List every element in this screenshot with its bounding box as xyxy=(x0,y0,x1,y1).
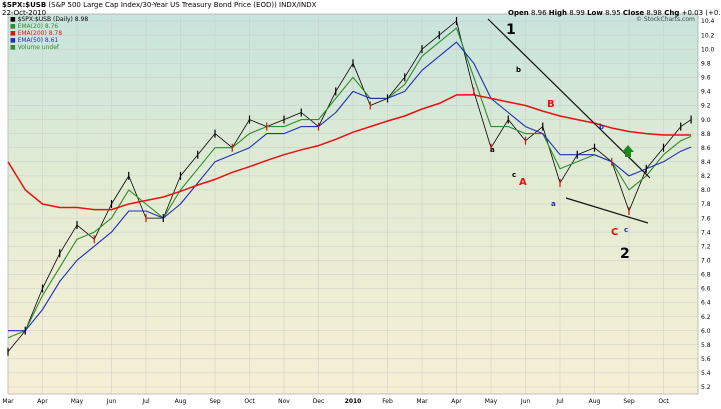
x-tick-label-5: Aug xyxy=(175,398,187,405)
x-tick-label-13: Apr xyxy=(451,398,462,405)
x-tick-label-2: May xyxy=(71,398,84,405)
ohlc-low-label: Low xyxy=(587,9,603,17)
x-tick-label-10: 2010 xyxy=(345,398,362,405)
y-tick-label-1: 5.4 xyxy=(701,370,711,377)
ohlc-close-value: 8.98 xyxy=(646,9,662,17)
y-tick-label-18: 8.8 xyxy=(701,131,711,138)
x-tick-label-8: Nov xyxy=(278,398,290,405)
y-tick-label-5: 6.2 xyxy=(701,314,711,321)
legend-text-volume: Volume undef xyxy=(17,44,60,51)
y-tick-label-14: 8.0 xyxy=(701,187,711,194)
watermark: © StockCharts.com xyxy=(636,16,695,23)
legend-item-ema200: ■ EMA(200) 8.78 xyxy=(10,30,63,37)
sub-label-b2: b xyxy=(599,123,604,131)
ohlc-chg-label: Chg xyxy=(664,9,680,17)
y-tick-label-17: 8.6 xyxy=(701,145,711,152)
wave-label-B: B xyxy=(547,99,555,110)
sub-label-a1: a xyxy=(490,146,495,154)
y-tick-label-23: 9.8 xyxy=(701,60,711,67)
y-tick-label-3: 5.8 xyxy=(701,342,711,349)
y-tick-label-8: 6.8 xyxy=(701,272,711,279)
up-arrow-icon xyxy=(622,145,634,157)
y-tick-label-26: 10.4 xyxy=(701,18,715,25)
grid xyxy=(7,14,698,394)
legend-item-volume: ■ Volume undef xyxy=(10,44,60,51)
y-tick-label-20: 9.2 xyxy=(701,103,711,110)
sub-label-a2: a xyxy=(551,200,556,208)
wave-label-A: A xyxy=(519,177,527,188)
x-tick-label-6: Sep xyxy=(209,398,221,405)
y-tick-label-16: 8.4 xyxy=(701,159,711,166)
sub-label-b1: b xyxy=(516,66,521,74)
legend-text-ema20: EMA(20) 8.76 xyxy=(17,23,59,30)
x-tick-label-16: Jul xyxy=(555,398,564,405)
x-tick-label-7: Oct xyxy=(244,398,255,405)
symbol: $SPX:$USB xyxy=(2,1,47,9)
x-tick-label-18: Sep xyxy=(623,398,635,405)
y-tick-label-7: 6.6 xyxy=(701,286,711,293)
y-tick-label-25: 10.2 xyxy=(701,32,715,39)
y-tick-label-24: 10.0 xyxy=(701,46,715,53)
wave-label-1: 1 xyxy=(506,22,516,38)
y-tick-label-11: 7.4 xyxy=(701,229,711,236)
sub-label-c1: c xyxy=(512,171,516,179)
y-tick-label-19: 9.0 xyxy=(701,117,711,124)
series-line-1 xyxy=(7,27,692,339)
y-tick-label-13: 7.8 xyxy=(701,201,711,208)
sub-label-c2: c xyxy=(624,226,628,234)
x-tick-label-15: Jun xyxy=(520,398,531,405)
chart-title: $SPX:$USB (S&P 500 Large Cap Index/30-Ye… xyxy=(2,1,316,9)
x-tick-label-4: Jul xyxy=(141,398,150,405)
legend-text-price: $SPX:$USB (Daily) 8.98 xyxy=(17,16,89,23)
series-group xyxy=(7,17,692,356)
x-tick-label-11: Feb xyxy=(382,398,393,405)
ohlc-high-label: High xyxy=(548,9,568,17)
x-tick-label-9: Dec xyxy=(313,398,325,405)
x-tick-label-17: Aug xyxy=(589,398,601,405)
y-tick-label-22: 9.6 xyxy=(701,75,711,82)
ohlc-high-value: 8.99 xyxy=(569,9,585,17)
legend-item-price: ■ $SPX:$USB (Daily) 8.98 xyxy=(10,16,89,23)
wave-label-C: C xyxy=(611,227,618,238)
symbol-description: (S&P 500 Large Cap Index/30-Year US Trea… xyxy=(48,1,277,9)
ohlc-readout: Open 8.96 High 8.99 Low 8.95 Close 8.98 … xyxy=(508,9,721,17)
annotation-group: 1 2 A B C a b c a b c xyxy=(487,18,651,262)
ohlc-low-value: 8.95 xyxy=(605,9,621,17)
exchange: INDX/INDX xyxy=(279,1,317,9)
y-tick-label-9: 7.0 xyxy=(701,257,711,264)
trendline-support xyxy=(565,197,649,224)
chart-date: 22-Oct-2010 xyxy=(2,9,47,17)
x-tick-label-19: Oct xyxy=(658,398,669,405)
x-axis: Mar Apr May Jun Jul Aug Sep Oct Nov Dec 2010 Feb Mar… xyxy=(2,398,669,405)
ohlc-open-value: 8.96 xyxy=(530,9,547,17)
y-tick-label-10: 7.2 xyxy=(701,243,711,250)
y-tick-label-21: 9.4 xyxy=(701,89,711,96)
wave-label-2: 2 xyxy=(620,246,630,262)
ohlc-close-label: Close xyxy=(622,9,645,17)
y-tick-label-6: 6.4 xyxy=(701,300,711,307)
y-tick-label-15: 8.2 xyxy=(701,173,711,180)
series-line-2 xyxy=(8,41,692,332)
series-line-3 xyxy=(7,94,692,211)
x-tick-label-0: Mar xyxy=(2,398,14,405)
x-tick-label-3: Jun xyxy=(106,398,117,405)
y-tick-label-0: 5.2 xyxy=(701,384,711,391)
legend-text-ema50: EMA(50) 8.61 xyxy=(17,37,59,44)
legend-item-ema50: ■ EMA(50) 8.61 xyxy=(10,37,59,44)
legend-item-ema20: ■ EMA(20) 8.76 xyxy=(10,23,59,30)
y-tick-label-2: 5.6 xyxy=(701,356,711,363)
y-tick-label-12: 7.6 xyxy=(701,215,711,222)
legend-text-ema200: EMA(200) 8.78 xyxy=(17,30,63,37)
x-tick-label-14: May xyxy=(485,398,498,405)
ohlc-chg-value: +0.03 (+0.33%) xyxy=(681,9,721,17)
x-tick-label-1: Apr xyxy=(37,398,48,405)
x-tick-label-12: Mar xyxy=(416,398,428,405)
ohlc-open-label: Open xyxy=(508,9,529,17)
y-tick-label-4: 6.0 xyxy=(701,328,711,335)
y-axis: 5.2 5.4 5.6 5.8 6.0 6.2 6.4 6.6 6.8 7.0 7.2 7.4 7.6 7… xyxy=(701,18,715,391)
